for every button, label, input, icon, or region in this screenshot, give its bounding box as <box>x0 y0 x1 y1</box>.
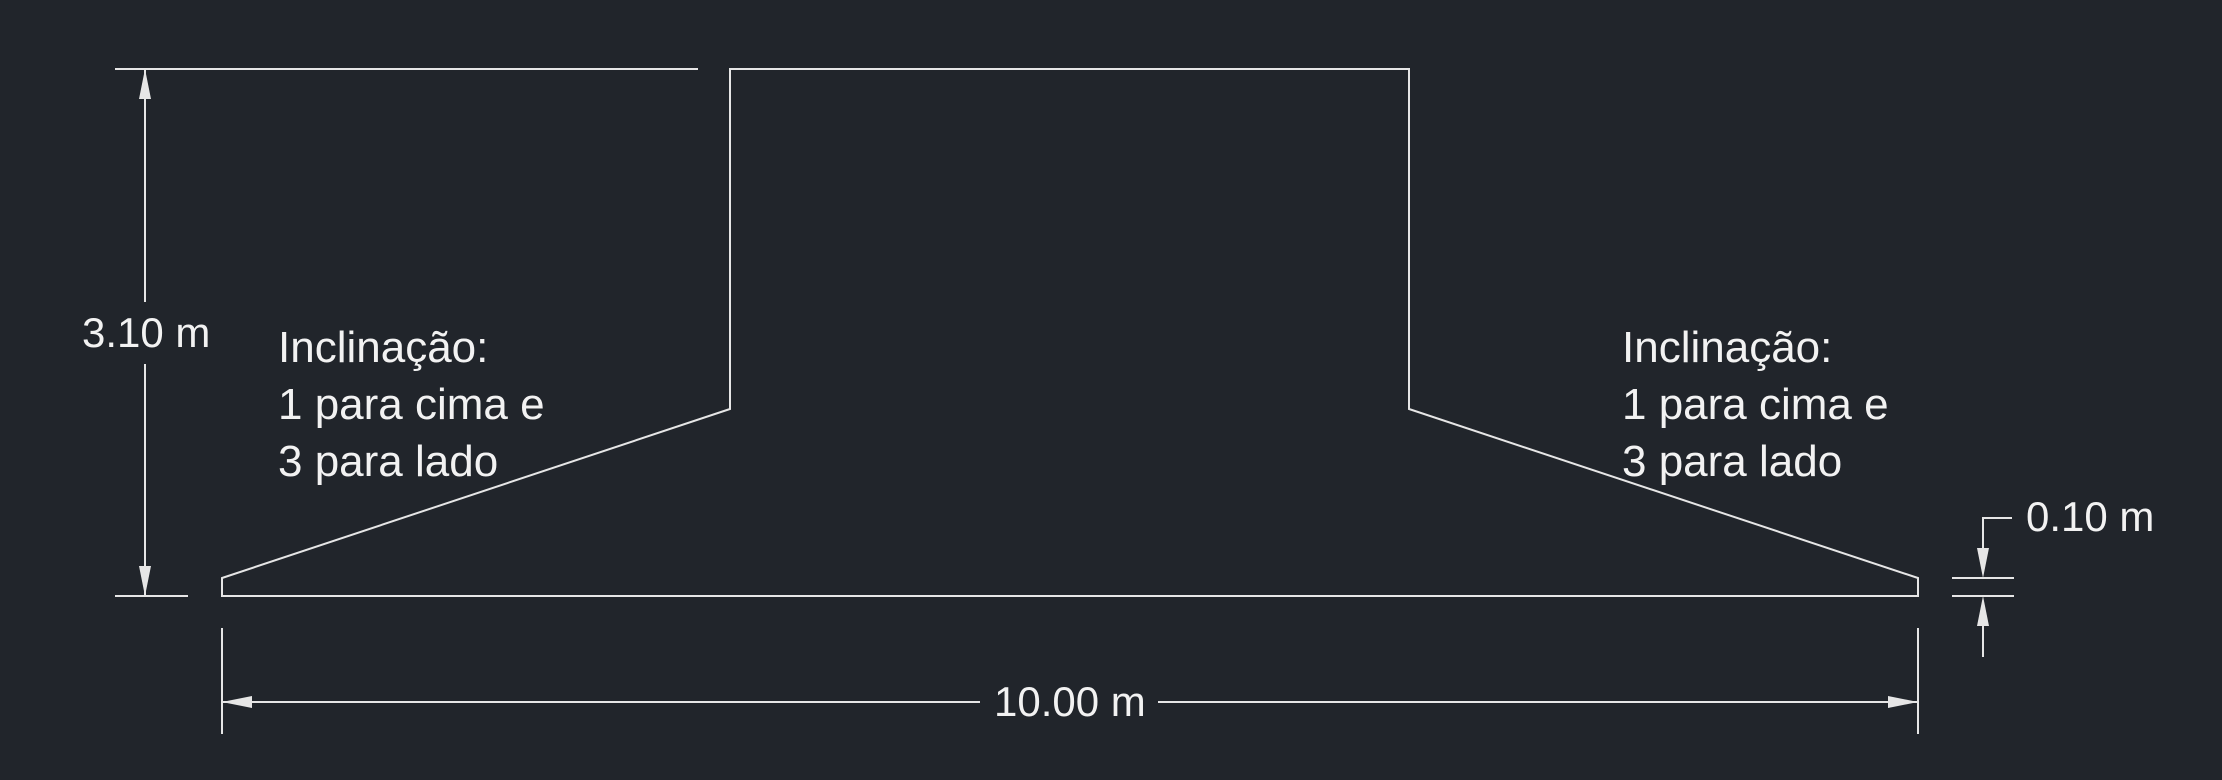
height-dimension-label: 3.10 m <box>82 309 211 356</box>
right-slope-line-2: 1 para cima e <box>1622 380 1889 429</box>
height-arrow-bottom <box>139 566 151 596</box>
section-profile <box>221 68 1919 597</box>
right-slope-line-1: Inclinação: <box>1622 323 1833 372</box>
left-slope-line-2: 1 para cima e <box>278 380 545 429</box>
height-arrow-top <box>139 69 151 99</box>
thickness-dimension-label: 0.10 m <box>2026 493 2155 540</box>
left-slope-line-1: Inclinação: <box>278 323 489 372</box>
width-arrow-right <box>1888 696 1918 708</box>
thickness-arrow-top <box>1977 548 1989 578</box>
width-dimension-label: 10.00 m <box>994 678 1146 725</box>
left-slope-line-3: 3 para lado <box>278 437 499 486</box>
width-arrow-left <box>222 696 252 708</box>
thickness-arrow-bottom <box>1977 596 1989 626</box>
right-slope-line-3: 3 para lado <box>1622 437 1843 486</box>
thickness-leader <box>1982 517 2012 548</box>
